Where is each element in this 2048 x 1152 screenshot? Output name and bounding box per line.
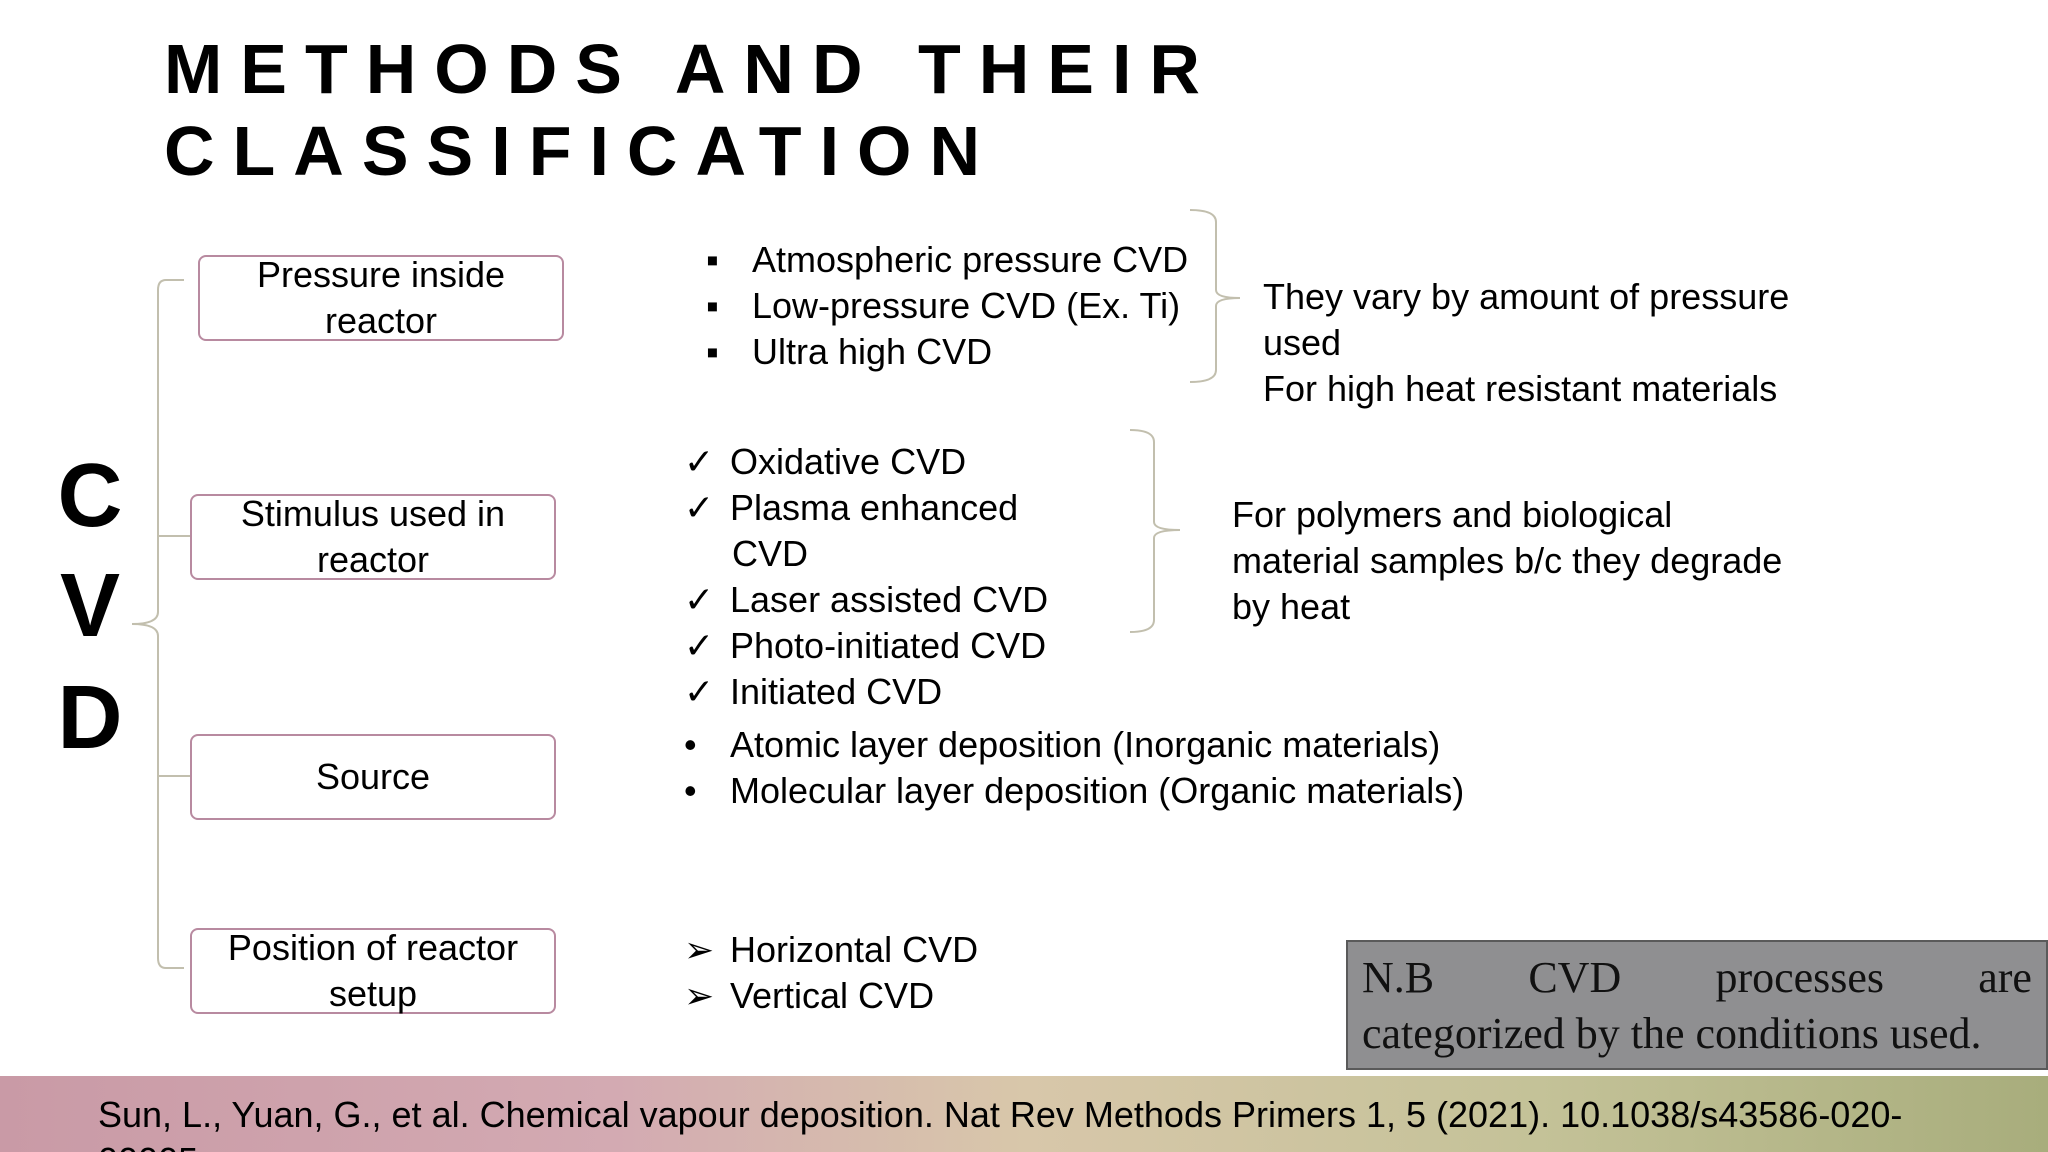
stimulus-methods-list: ✓ Oxidative CVD ✓ Plasma enhanced CVD ✓ Las…: [684, 439, 1048, 715]
category-stimulus-label: Stimulus used in reactor: [240, 493, 506, 580]
list-item: ▪ Low-pressure CVD (Ex. Ti): [706, 283, 1188, 329]
list-item: ✓ Laser assisted CVD: [684, 577, 1048, 623]
cvd-letter-d: D: [57, 668, 123, 768]
pressure-note: They vary by amount of pressure used For…: [1263, 276, 1790, 409]
category-source-box: Source: [190, 734, 556, 820]
list-item: • Atomic layer deposition (Inorganic mate…: [684, 722, 1464, 768]
arrow-bullet-icon: ➢: [684, 929, 715, 970]
page-title: METHODS AND THEIR CLASSIFICATION: [164, 28, 1218, 192]
category-position-label: Position of reactor setup: [227, 927, 519, 1014]
nb-note-line-2: categorized by the conditions used.: [1362, 1009, 1982, 1058]
square-bullet-icon: ▪: [706, 285, 719, 326]
list-item: ▪ Ultra high CVD: [706, 329, 1188, 375]
check-icon: ✓: [684, 487, 715, 528]
citation-footer: Sun, L., Yuan, G., et al. Chemical vapou…: [0, 1076, 2048, 1152]
square-bullet-icon: ▪: [706, 239, 719, 280]
category-stimulus-box: Stimulus used in reactor: [190, 493, 556, 580]
category-pressure-label: Pressure inside reactor: [256, 254, 506, 341]
list-item: ▪ Atmospheric pressure CVD: [706, 237, 1188, 283]
check-icon: ✓: [684, 671, 715, 712]
check-icon: ✓: [684, 441, 715, 482]
list-item: ✓ Oxidative CVD: [684, 439, 1048, 485]
arrow-bullet-icon: ➢: [684, 975, 715, 1016]
list-item: ➢ Vertical CVD: [684, 973, 978, 1019]
title-line-2: CLASSIFICATION: [164, 112, 999, 190]
title-line-1: METHODS AND THEIR: [164, 30, 1218, 108]
category-source-label: Source: [315, 756, 431, 797]
category-position-box: Position of reactor setup: [190, 927, 556, 1014]
category-pressure-box: Pressure inside reactor: [198, 254, 564, 341]
source-methods-list: • Atomic layer deposition (Inorganic mate…: [684, 722, 1464, 814]
list-item-continuation: CVD: [732, 533, 809, 574]
citation-text: Sun, L., Yuan, G., et al. Chemical vapou…: [98, 1094, 1903, 1152]
dot-bullet-icon: •: [684, 770, 697, 811]
stimulus-note: For polymers and biological material sam…: [1232, 494, 1783, 627]
list-item: ✓ Plasma enhanced: [684, 485, 1048, 531]
check-icon: ✓: [684, 625, 715, 666]
nb-note-line-1: N.B CVD processes are: [1362, 953, 2032, 1002]
position-methods-list: ➢ Horizontal CVD ➢ Vertical CVD: [684, 927, 978, 1019]
nb-note-box: N.B CVD processes are categorized by the…: [1346, 940, 2048, 1070]
list-item: • Molecular layer deposition (Organic mat…: [684, 768, 1464, 814]
list-item: ✓ Initiated CVD: [684, 669, 1048, 715]
square-bullet-icon: ▪: [706, 331, 719, 372]
list-item: ➢ Horizontal CVD: [684, 927, 978, 973]
cvd-letter-v: V: [59, 556, 121, 656]
pressure-methods-list: ▪ Atmospheric pressure CVD ▪ Low-pressure …: [706, 237, 1188, 375]
dot-bullet-icon: •: [684, 724, 697, 765]
list-item: ✓ Photo-initiated CVD: [684, 623, 1048, 669]
check-icon: ✓: [684, 579, 715, 620]
cvd-letter-c: C: [57, 446, 123, 546]
